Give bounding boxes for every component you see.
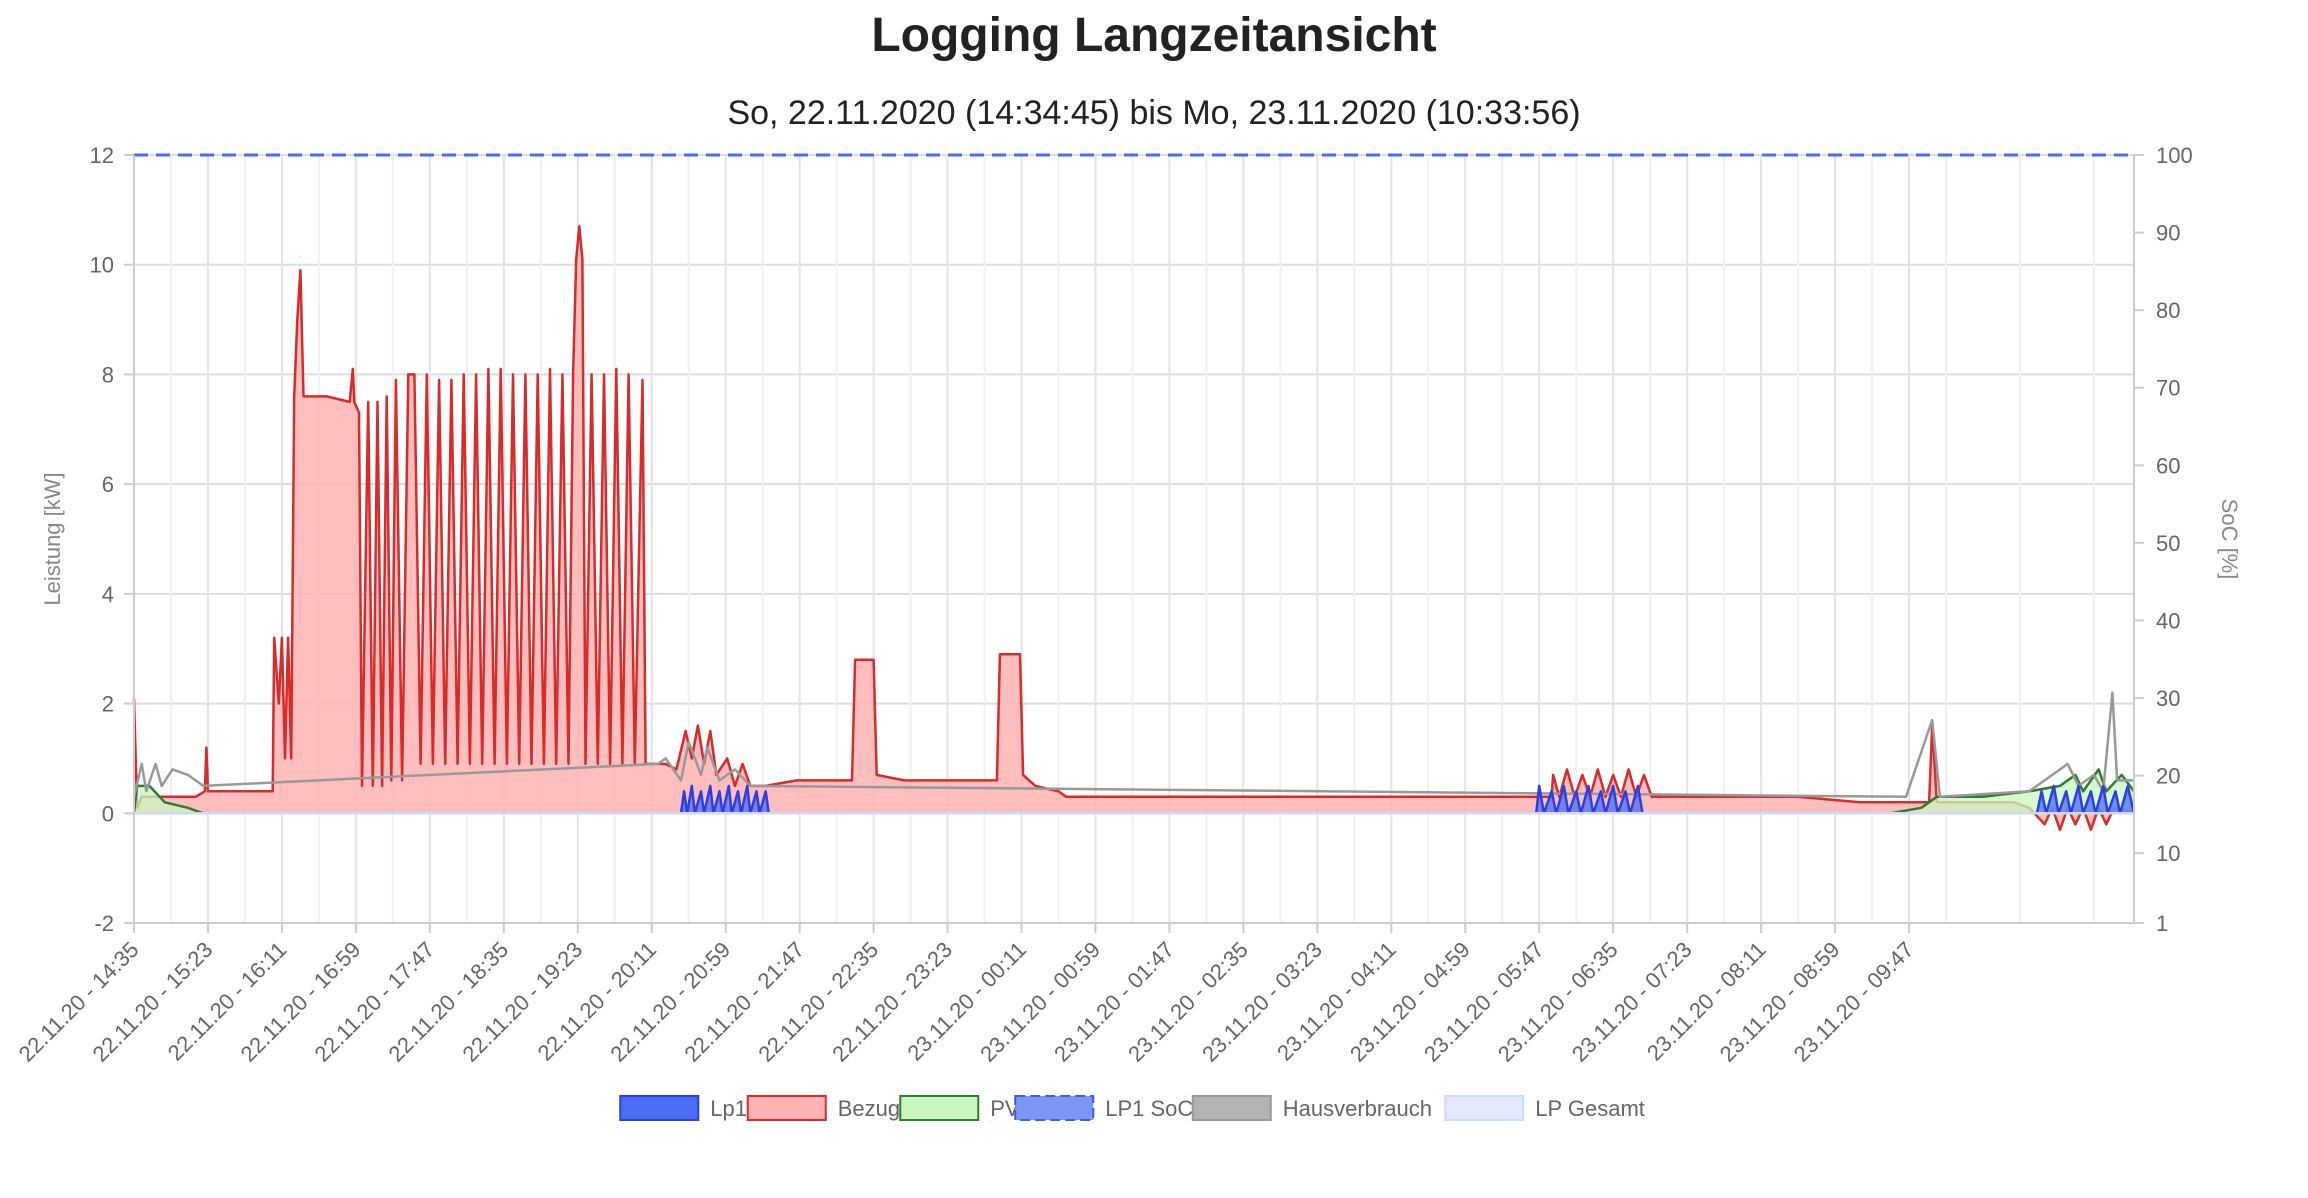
series-bezug-line [132, 225, 2135, 831]
y2-tick-label: 30 [2156, 686, 2180, 711]
y2-tick-label: 80 [2156, 298, 2180, 323]
y2-tick-label: 50 [2156, 531, 2180, 556]
legend-label-lp-gesamt: LP Gesamt [1535, 1096, 1645, 1121]
y2-tick-label: 1 [2156, 911, 2168, 936]
legend-swatch-pv [899, 1095, 980, 1121]
chart-subtitle: So, 22.11.2020 (14:34:45) bis Mo, 23.11.… [727, 94, 1581, 132]
series-hausverbrauch-line [132, 691, 2134, 799]
y2-tick-label: 60 [2156, 453, 2180, 478]
y2-tick-label: 70 [2156, 376, 2180, 401]
y2-tick-label: 40 [2156, 608, 2180, 633]
y-tick-label: -2 [94, 911, 114, 936]
legend-swatch-hausverbrauch [1191, 1095, 1272, 1121]
legend-swatch-lp1-soc [1014, 1095, 1095, 1121]
legend-item-lp1-soc[interactable]: LP1 SoC [1014, 1095, 1193, 1121]
y2-tick-label: 10 [2156, 841, 2180, 866]
y-tick-label: 0 [102, 801, 114, 826]
legend-item-pv[interactable]: PV [899, 1095, 1020, 1121]
legend-item-lp1[interactable]: Lp1 [619, 1095, 747, 1121]
y2-tick-label: 90 [2156, 221, 2180, 246]
y2-tick-label: 20 [2156, 764, 2180, 789]
series-pv-area [134, 769, 2134, 814]
legend-item-hausverbrauch[interactable]: Hausverbrauch [1191, 1095, 1432, 1121]
y-tick-label: 10 [90, 253, 114, 278]
series-lp1-area [134, 785, 2134, 814]
legend-item-bezug[interactable]: Bezug [746, 1095, 900, 1121]
y-tick-label: 6 [102, 472, 114, 497]
legend-label-lp1-soc: LP1 SoC [1105, 1096, 1193, 1121]
series-layer [132, 153, 2136, 831]
legend-item-lp-gesamt[interactable]: LP Gesamt [1444, 1095, 1645, 1121]
y-tick-label: 12 [90, 143, 114, 168]
y-tick-label: 2 [102, 692, 114, 717]
y-tick-label: 4 [102, 582, 114, 607]
legend[interactable]: Lp1 Bezug PV LP1 SoC Hausverbrauch LP Gesamt [619, 1095, 1645, 1121]
y2-axis-title: SoC [%] [2217, 499, 2242, 580]
legend-label-bezug: Bezug [838, 1096, 900, 1121]
legend-label-hausverbrauch: Hausverbrauch [1283, 1096, 1432, 1121]
chart-title: Logging Langzeitansicht [871, 9, 1437, 62]
y2-tick-label: 100 [2156, 143, 2193, 168]
series-lp1-line [134, 784, 2136, 815]
legend-swatch-lp1 [619, 1095, 700, 1121]
y-tick-label: 8 [102, 362, 114, 387]
legend-label-lp1: Lp1 [710, 1096, 747, 1121]
y-axis-title: Leistung [kW] [40, 472, 65, 605]
legend-swatch-lp-gesamt [1444, 1095, 1525, 1121]
legend-swatch-bezug [746, 1095, 827, 1121]
